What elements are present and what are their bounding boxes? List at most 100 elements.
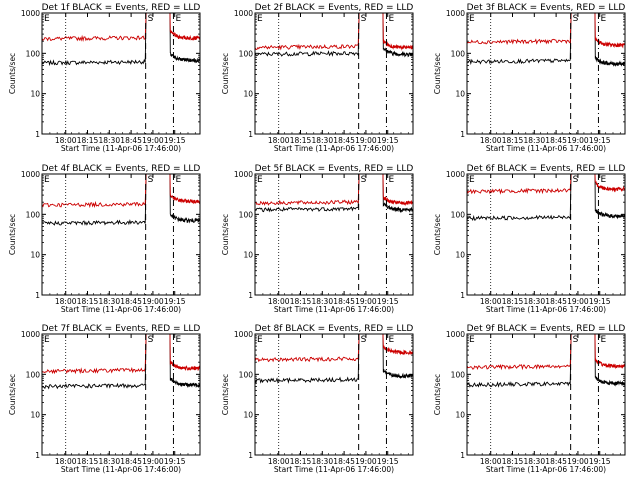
- y-tick-label: 1: [460, 291, 465, 300]
- end-marker: E: [600, 14, 606, 24]
- x-tick-label: 18:30: [523, 457, 545, 466]
- x-tick-label: 19:00: [355, 136, 377, 145]
- x-tick-label: 18:00: [55, 457, 77, 466]
- x-axis-label: Start Time (11-Apr-06 17:46:00): [486, 465, 606, 474]
- plot-frame: [254, 12, 414, 135]
- y-tick-label: 10: [243, 90, 253, 99]
- panel-title: Det 9f BLACK = Events, RED = LLD: [467, 324, 626, 334]
- y-tick-label: 10: [30, 251, 40, 260]
- x-tick-label: 19:00: [567, 457, 589, 466]
- y-tick-label: 1000: [21, 170, 40, 179]
- x-tick-label: 18:15: [502, 136, 524, 145]
- x-tick-label: 18:15: [77, 136, 99, 145]
- start-marker: S: [361, 335, 367, 345]
- left-end-marker: E: [44, 335, 50, 345]
- end-marker: E: [175, 335, 181, 345]
- x-tick-label: 19:15: [164, 457, 186, 466]
- y-tick-label: 100: [26, 370, 41, 379]
- y-tick-label: 1: [248, 451, 253, 460]
- plot-frame: [254, 173, 414, 296]
- y-tick-label: 10: [30, 411, 40, 420]
- series-line-events: [466, 333, 573, 388]
- y-tick-label: 100: [26, 210, 41, 219]
- series-line-lld: [41, 333, 148, 375]
- series-line-events: [254, 333, 361, 384]
- x-axis-label: Start Time (11-Apr-06 17:46:00): [61, 305, 181, 314]
- x-tick-label: 18:15: [290, 457, 312, 466]
- series-line-lld: [466, 173, 573, 195]
- x-tick-label: 18:00: [480, 457, 502, 466]
- series-line-lld: [254, 333, 361, 363]
- start-marker: S: [148, 335, 154, 345]
- panel-title: Det 2f BLACK = Events, RED = LLD: [255, 3, 414, 13]
- y-tick-label: 1000: [234, 170, 253, 179]
- series-line-events: [254, 173, 361, 213]
- end-marker: E: [388, 335, 394, 345]
- series-line-lld: [466, 12, 573, 46]
- x-tick-label: 18:00: [268, 136, 290, 145]
- start-marker: S: [573, 175, 579, 185]
- x-tick-label: 18:30: [311, 297, 333, 306]
- x-tick-label: 18:45: [120, 457, 142, 466]
- x-tick-label: 19:00: [567, 297, 589, 306]
- end-marker: E: [175, 14, 181, 24]
- y-axis-label: Counts/sec: [221, 374, 230, 415]
- series-line-events: [169, 12, 201, 64]
- x-tick-label: 18:30: [311, 457, 333, 466]
- y-tick-label: 10: [455, 251, 465, 260]
- x-tick-label: 18:00: [480, 297, 502, 306]
- y-axis-label: Counts/sec: [8, 374, 17, 415]
- x-tick-label: 18:00: [268, 457, 290, 466]
- y-tick-label: 1: [35, 130, 40, 139]
- y-axis-label: Counts/sec: [433, 374, 442, 415]
- x-tick-label: 19:15: [589, 297, 611, 306]
- left-end-marker: E: [44, 14, 50, 24]
- x-tick-label: 18:15: [502, 297, 524, 306]
- x-tick-label: 19:15: [164, 136, 186, 145]
- series-line-lld: [594, 12, 626, 49]
- left-end-marker: E: [257, 14, 263, 24]
- series-line-events: [594, 333, 626, 387]
- y-tick-label: 1000: [446, 330, 465, 339]
- left-end-marker: E: [44, 175, 50, 185]
- end-marker: E: [600, 175, 606, 185]
- series-line-lld: [169, 12, 201, 42]
- end-marker: E: [175, 175, 181, 185]
- y-tick-label: 1000: [21, 9, 40, 18]
- series-line-lld: [594, 173, 626, 193]
- x-tick-label: 18:00: [480, 136, 502, 145]
- series-line-lld: [41, 173, 148, 209]
- x-tick-label: 19:00: [355, 297, 377, 306]
- panel-det-8: Det 8f BLACK = Events, RED = LLD 1 10 100 10…: [221, 324, 414, 474]
- series-line-events: [382, 173, 414, 214]
- y-tick-label: 100: [239, 370, 254, 379]
- panel-det-3: Det 3f BLACK = Events, RED = LLD 1 10 100 10…: [433, 3, 626, 153]
- plot-frame: [41, 333, 201, 456]
- start-marker: S: [573, 335, 579, 345]
- plot-frame: [466, 333, 626, 456]
- x-tick-label: 18:45: [120, 136, 142, 145]
- series-line-lld: [41, 12, 148, 43]
- series-line-lld: [382, 12, 414, 51]
- x-tick-label: 18:30: [98, 136, 120, 145]
- x-axis-label: Start Time (11-Apr-06 17:46:00): [61, 144, 181, 153]
- x-tick-label: 18:45: [120, 297, 142, 306]
- x-tick-label: 18:45: [333, 136, 355, 145]
- y-tick-label: 1: [248, 130, 253, 139]
- panel-det-1: Det 1f BLACK = Events, RED = LLD 1 10 100 10…: [8, 3, 201, 153]
- series-line-lld: [254, 12, 361, 51]
- x-tick-label: 18:00: [55, 297, 77, 306]
- plot-frame: [466, 12, 626, 135]
- x-tick-label: 19:00: [142, 297, 164, 306]
- left-end-marker: E: [469, 335, 475, 345]
- y-axis-label: Counts/sec: [221, 214, 230, 255]
- start-marker: S: [573, 14, 579, 24]
- x-tick-label: 18:45: [545, 297, 567, 306]
- panel-title: Det 7f BLACK = Events, RED = LLD: [42, 324, 201, 334]
- x-tick-label: 19:15: [164, 297, 186, 306]
- x-axis-label: Start Time (11-Apr-06 17:46:00): [61, 465, 181, 474]
- x-axis-label: Start Time (11-Apr-06 17:46:00): [486, 144, 606, 153]
- panel-title: Det 5f BLACK = Events, RED = LLD: [255, 164, 414, 174]
- x-tick-label: 19:15: [589, 457, 611, 466]
